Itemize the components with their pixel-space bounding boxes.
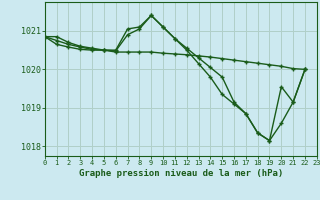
X-axis label: Graphe pression niveau de la mer (hPa): Graphe pression niveau de la mer (hPa)	[79, 169, 283, 178]
